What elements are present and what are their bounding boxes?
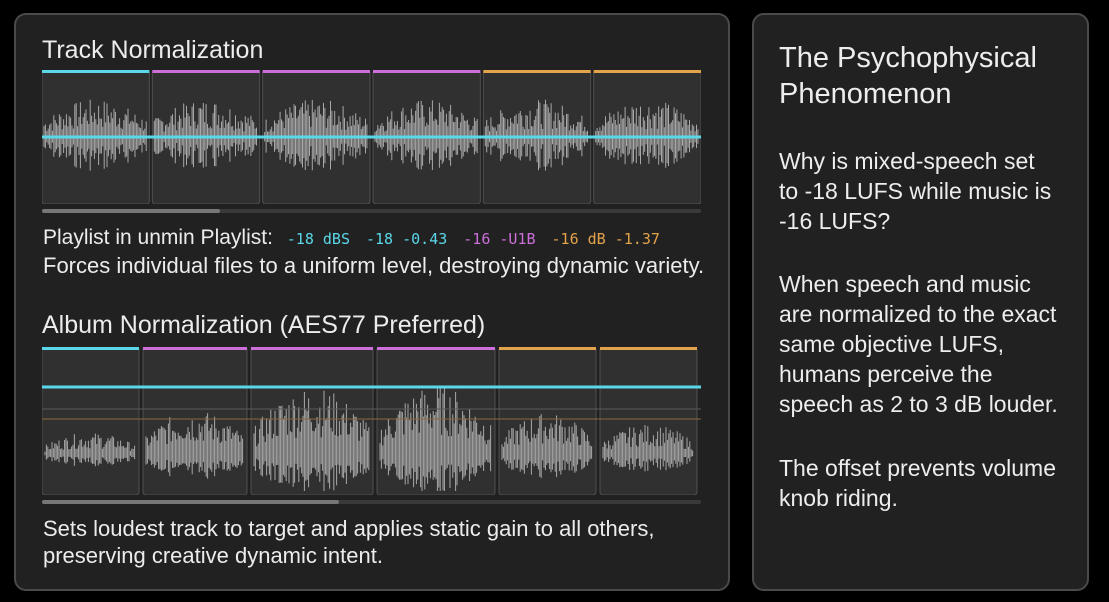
paragraph-line: to -18 LUFS while music is [779, 178, 1052, 204]
waveform [44, 433, 136, 467]
clip-color-bar [152, 70, 260, 73]
waveform [379, 386, 492, 491]
clip-color-bar [143, 347, 247, 350]
paragraph-line: humans perceive the [779, 361, 993, 387]
paragraph-line: When speech and music [779, 271, 1031, 297]
phenomenon-title: The Psychophysical Phenomenon [779, 40, 1037, 112]
waveform [145, 413, 244, 479]
album-normalization-title: Album Normalization (AES77 Preferred) [42, 311, 486, 339]
paragraph-line: knob riding. [779, 485, 898, 511]
album-scrollbar-thumb[interactable] [42, 500, 339, 504]
loudness-value: -16 -U1B [463, 230, 536, 248]
loudness-value: -16 dB -1.37 [551, 230, 660, 248]
track-scrollbar[interactable] [42, 209, 701, 213]
album-waveform-strip [42, 347, 701, 495]
waveform [602, 425, 694, 472]
paragraph-line: The offset prevents volume [779, 455, 1056, 481]
album-caption-line-1: Sets loudest track to target and applies… [43, 516, 655, 541]
loudness-value: -18 -0.43 [365, 230, 448, 248]
explanation-paragraph: When speech and music are normalized to t… [779, 269, 1058, 419]
track-scrollbar-thumb[interactable] [42, 209, 220, 213]
clip-color-bar [600, 347, 697, 350]
conclusion-paragraph: The offset prevents volume knob riding. [779, 453, 1056, 513]
paragraph-line: are normalized to the exact [779, 301, 1057, 327]
phenomenon-panel [752, 13, 1089, 591]
clip-color-bar [42, 347, 139, 350]
clip-color-bar [42, 70, 150, 73]
album-clip [42, 347, 140, 495]
playlist-label: Playlist in unmin Playlist: [43, 226, 273, 249]
waveform [501, 414, 593, 478]
album-clip [498, 347, 597, 495]
clip-color-bar [483, 70, 591, 73]
question-paragraph: Why is mixed-speech set to -18 LUFS while… [779, 146, 1051, 236]
clip-color-bar [373, 70, 481, 73]
track-caption: Forces individual files to a uniform lev… [43, 253, 705, 278]
track-waveform-strip [42, 70, 701, 204]
paragraph-line: same objective LUFS, [779, 331, 1004, 357]
clip-color-bar [499, 347, 596, 350]
clip-color-bar [593, 70, 701, 73]
album-clip [142, 347, 248, 495]
paragraph-line: Why is mixed-speech set [779, 148, 1035, 174]
paragraph-line: -16 LUFS? [779, 208, 891, 234]
album-caption-line-2: preserving creative dynamic intent. [43, 543, 383, 568]
clip-color-bar [262, 70, 370, 73]
phenomenon-title-line-2: Phenomenon [779, 78, 952, 110]
album-scrollbar[interactable] [42, 500, 701, 504]
clip-color-bar [377, 347, 495, 350]
paragraph-line: speech as 2 to 3 dB louder. [779, 391, 1058, 417]
loudness-value: -18 dBS [286, 230, 350, 248]
waveform [253, 390, 370, 491]
phenomenon-title-line-1: The Psychophysical [779, 42, 1037, 74]
playlist-row: Playlist in unmin Playlist: -18 dBS -18 -… [43, 226, 660, 250]
loudness-values: -18 dBS -18 -0.43 -16 -U1B -16 dB -1.37 [279, 230, 660, 248]
album-clip [599, 347, 698, 495]
track-normalization-title: Track Normalization [42, 36, 264, 64]
clip-color-bar [251, 347, 373, 350]
